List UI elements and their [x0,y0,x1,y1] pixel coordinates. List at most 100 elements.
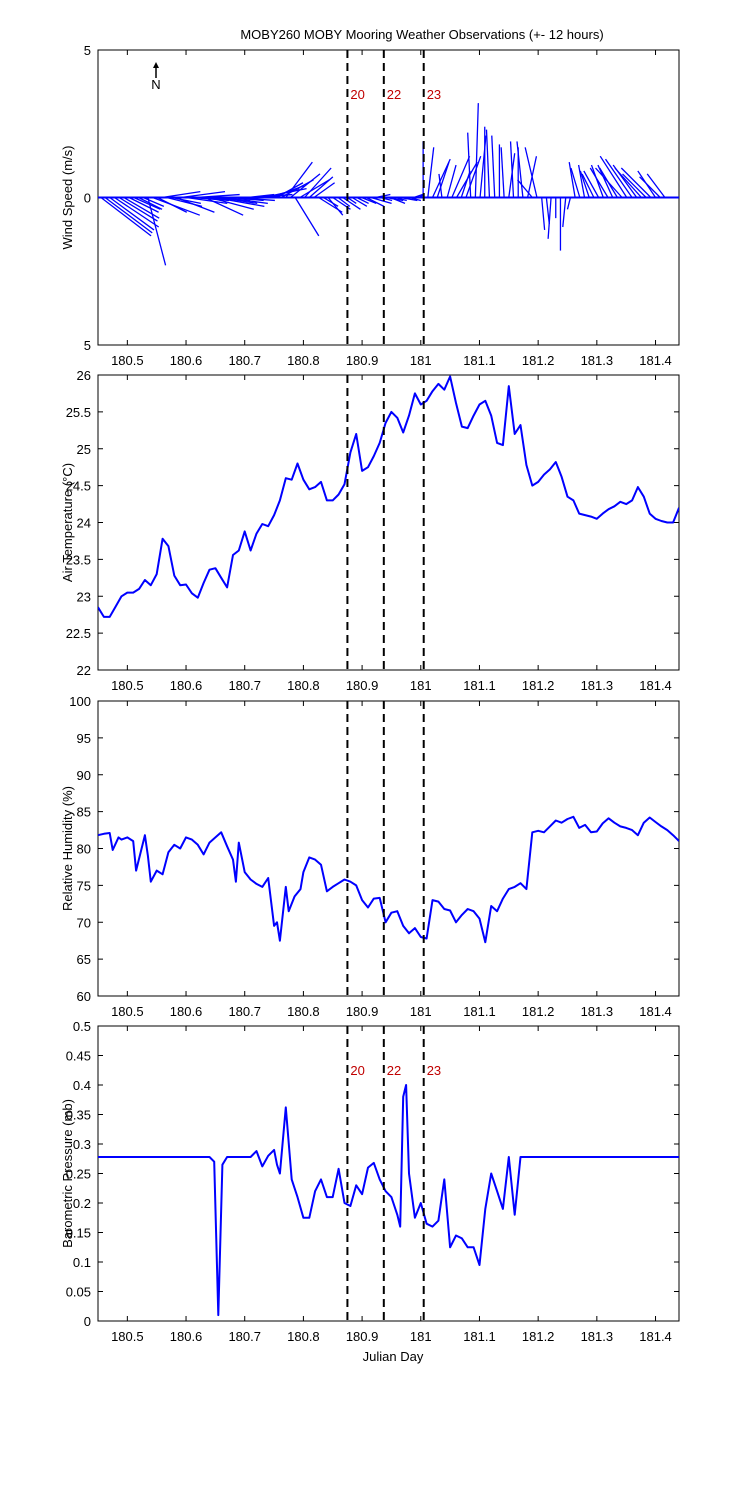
wind-stick [209,196,254,210]
x-tick-label: 181.1 [463,353,496,368]
y-tick-label: 0 [84,1314,91,1329]
y-axis-label: Barometric Pressure (mb) [60,1099,75,1248]
wind-stick [308,176,334,198]
wind-stick [599,155,628,198]
x-tick-label: 180.6 [170,353,203,368]
y-tick-label: 60 [77,989,91,1004]
x-tick-label: 181.4 [639,1004,672,1019]
wind-stick [465,155,482,198]
x-tick-label: 181.1 [463,1329,496,1344]
wind-stick [313,182,335,199]
x-tick-label: 180.9 [346,1329,379,1344]
y-tick-label: 0.2 [73,1196,91,1211]
wind-stick [361,196,377,205]
y-tick-label: 22 [77,663,91,678]
y-tick-label: 26 [77,368,91,383]
wind-stick [639,176,661,198]
x-tick-label: 181 [410,678,432,693]
wind-stick [276,182,304,199]
wind-stick [595,167,623,198]
wind-stick [581,173,595,198]
y-tick-label: 25.5 [66,405,91,420]
x-tick-label: 180.9 [346,1004,379,1019]
x-tick-label: 180.5 [111,1004,144,1019]
x-tick-label: 180.6 [170,1329,203,1344]
wind-stick [118,196,158,222]
wind-stick [380,196,393,202]
y-tick-label: 0.25 [66,1167,91,1182]
y-tick-label: 85 [77,805,91,820]
y-tick-label: 100 [69,694,91,709]
wind-stick [570,167,581,198]
series-line [98,815,679,944]
wind-stick [509,141,515,198]
plot-area [98,1084,679,1317]
wind-stick [204,196,244,216]
wind-stick [399,196,418,202]
wind-stick [100,196,152,237]
wind-stick [370,196,392,205]
y-axis-label: Air Temperature (°C) [60,463,75,582]
wind-stick [485,129,491,198]
wind-stick [156,196,188,213]
event-marker-label: 23 [427,1063,441,1078]
x-tick-label: 181.2 [522,353,555,368]
wind-stick [577,164,586,198]
axes-frame [97,700,680,997]
y-tick-label: 0.5 [73,1019,91,1034]
wind-stick [583,170,600,198]
x-tick-label: 180.7 [228,1329,261,1344]
wind-stick [646,173,666,198]
wind-stick [541,197,546,231]
x-tick-label: 181.3 [581,1004,614,1019]
plot-area [98,375,679,618]
y-tick-label: 5 [84,43,91,58]
wind-stick [474,103,479,198]
y-axis-label: Relative Humidity (%) [60,786,75,911]
event-marker-label: 22 [387,87,401,102]
wind-stick [446,164,457,198]
wind-stick [451,155,471,198]
wind-stick [342,196,361,210]
wind-stick [109,196,155,231]
wind-stick [327,197,344,216]
wind-stick [114,196,160,228]
y-tick-label: 23.5 [66,552,91,567]
figure-title: MOBY260 MOBY Mooring Weather Observation… [240,27,603,42]
x-tick-label: 180.8 [287,678,320,693]
wind-stick [579,170,590,198]
wind-stick [620,167,652,198]
wind-stick [142,196,165,207]
wind-stick [337,196,351,207]
x-tick-label: 180.7 [228,353,261,368]
wind-stick [566,197,572,210]
wind-stick [604,158,633,198]
x-tick-label: 181.1 [463,1004,496,1019]
y-tick-label: 0.4 [73,1078,91,1093]
wind-stick [413,193,423,199]
x-tick-label: 180.6 [170,678,203,693]
y-tick-label: 24.5 [66,479,91,494]
wind-stick [517,179,533,198]
wind-stick [247,193,275,199]
x-tick-label: 180.5 [111,1329,144,1344]
x-tick-label: 180.8 [287,1004,320,1019]
x-tick-label: 181 [410,1004,432,1019]
x-tick-label: 180.6 [170,1004,203,1019]
north-arrow-icon [153,62,159,68]
wind-stick [394,196,407,202]
x-tick-label: 181.3 [581,353,614,368]
wind-stick [562,197,567,228]
wind-stick [304,167,332,198]
x-axis-label: Julian Day [363,1349,424,1364]
wind-stick [365,196,385,207]
y-tick-label: 5 [84,338,91,353]
wind-stick [438,173,443,198]
wind-stick [347,196,357,204]
wind-stick [500,147,505,198]
x-tick-label: 181.4 [639,678,672,693]
wind-stick [138,196,163,210]
wind-stick [491,135,496,198]
y-tick-label: 22.5 [66,626,91,641]
